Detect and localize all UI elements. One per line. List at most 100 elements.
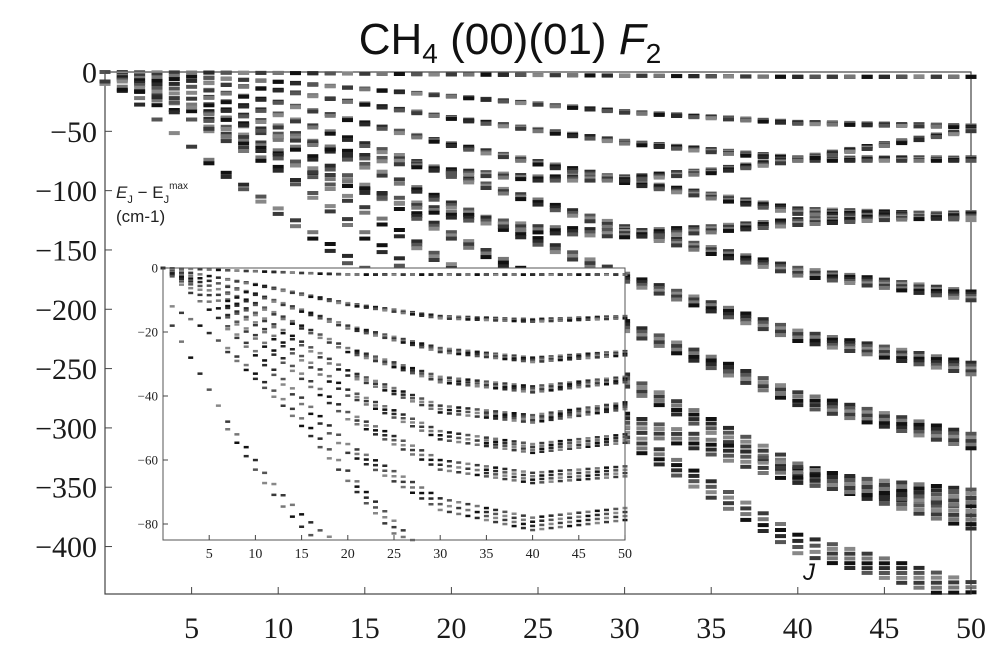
level-mark (826, 278, 838, 283)
level-mark (844, 416, 856, 421)
level-mark (168, 96, 180, 101)
level-mark (775, 74, 786, 79)
level-mark (948, 132, 960, 137)
level-mark (382, 516, 388, 519)
level-mark (382, 335, 388, 338)
level-mark (186, 96, 198, 101)
level-mark (585, 477, 591, 481)
level-mark (419, 486, 425, 489)
level-mark (613, 407, 619, 410)
level-mark (428, 453, 434, 457)
level-mark (474, 415, 480, 418)
level-mark (930, 291, 942, 296)
level-mark (307, 166, 319, 171)
level-mark (465, 462, 471, 466)
level-mark (723, 256, 734, 261)
level-mark (197, 324, 203, 327)
level-mark (359, 186, 371, 191)
level-mark (243, 368, 249, 372)
level-mark (520, 480, 526, 483)
level-mark (948, 490, 960, 494)
level-mark (463, 218, 475, 223)
level-mark (255, 86, 267, 91)
level-mark (376, 195, 388, 200)
level-mark (299, 377, 305, 381)
level-mark (878, 478, 890, 483)
level-mark (965, 526, 977, 531)
x-axis-label: J (802, 559, 816, 586)
level-mark (511, 524, 517, 528)
level-mark (271, 323, 277, 326)
level-mark (493, 508, 499, 512)
level-mark (373, 382, 378, 385)
level-mark (548, 273, 554, 276)
level-mark (168, 100, 180, 105)
level-mark (930, 289, 942, 293)
level-mark (567, 273, 573, 276)
level-mark (688, 479, 700, 484)
level-mark (594, 384, 600, 387)
level-mark (520, 473, 526, 477)
level-mark (502, 388, 508, 391)
level-mark (792, 390, 804, 395)
level-mark (317, 336, 323, 340)
level-mark (557, 382, 563, 385)
level-mark (826, 213, 838, 218)
level-mark (585, 510, 591, 514)
level-mark (530, 528, 536, 532)
level-mark (653, 291, 665, 296)
level-mark (653, 436, 665, 441)
level-mark (220, 174, 232, 179)
level-mark (809, 543, 821, 548)
level-mark (215, 307, 221, 310)
level-mark (359, 87, 371, 92)
level-mark (497, 186, 509, 191)
level-mark (576, 354, 582, 358)
level-mark (584, 230, 596, 235)
level-mark (400, 443, 406, 447)
level-mark (557, 525, 563, 529)
level-mark (671, 74, 683, 79)
level-mark (324, 177, 336, 182)
level-mark (493, 319, 499, 322)
level-mark (411, 239, 423, 244)
level-mark (225, 304, 231, 308)
level-mark (411, 111, 423, 116)
level-mark (393, 256, 405, 261)
level-mark (255, 78, 267, 83)
level-mark (272, 206, 284, 211)
level-mark (483, 413, 489, 417)
level-mark (930, 430, 942, 435)
level-mark (671, 403, 683, 408)
level-mark (594, 409, 600, 413)
level-mark (493, 410, 499, 413)
level-mark (844, 150, 856, 154)
level-mark (437, 350, 443, 354)
level-mark (289, 334, 295, 338)
level-mark (613, 382, 619, 385)
level-mark (391, 335, 397, 339)
level-mark (299, 359, 305, 362)
level-mark (539, 527, 545, 531)
level-mark (604, 403, 609, 407)
level-mark (307, 125, 319, 130)
level-mark (613, 436, 619, 440)
level-mark (511, 448, 517, 452)
level-mark (930, 158, 942, 163)
level-mark (272, 125, 284, 130)
level-mark (539, 481, 545, 484)
level-mark (262, 285, 268, 289)
level-mark (896, 158, 908, 163)
level-mark (255, 108, 267, 113)
level-mark (948, 517, 960, 522)
level-mark (220, 127, 232, 131)
level-mark (502, 522, 508, 526)
level-mark (354, 329, 360, 333)
level-mark (308, 366, 314, 369)
level-mark (653, 187, 665, 192)
level-mark (844, 551, 856, 556)
level-mark (456, 406, 462, 409)
level-mark (913, 290, 925, 295)
level-mark (757, 455, 769, 460)
level-mark (290, 71, 301, 76)
